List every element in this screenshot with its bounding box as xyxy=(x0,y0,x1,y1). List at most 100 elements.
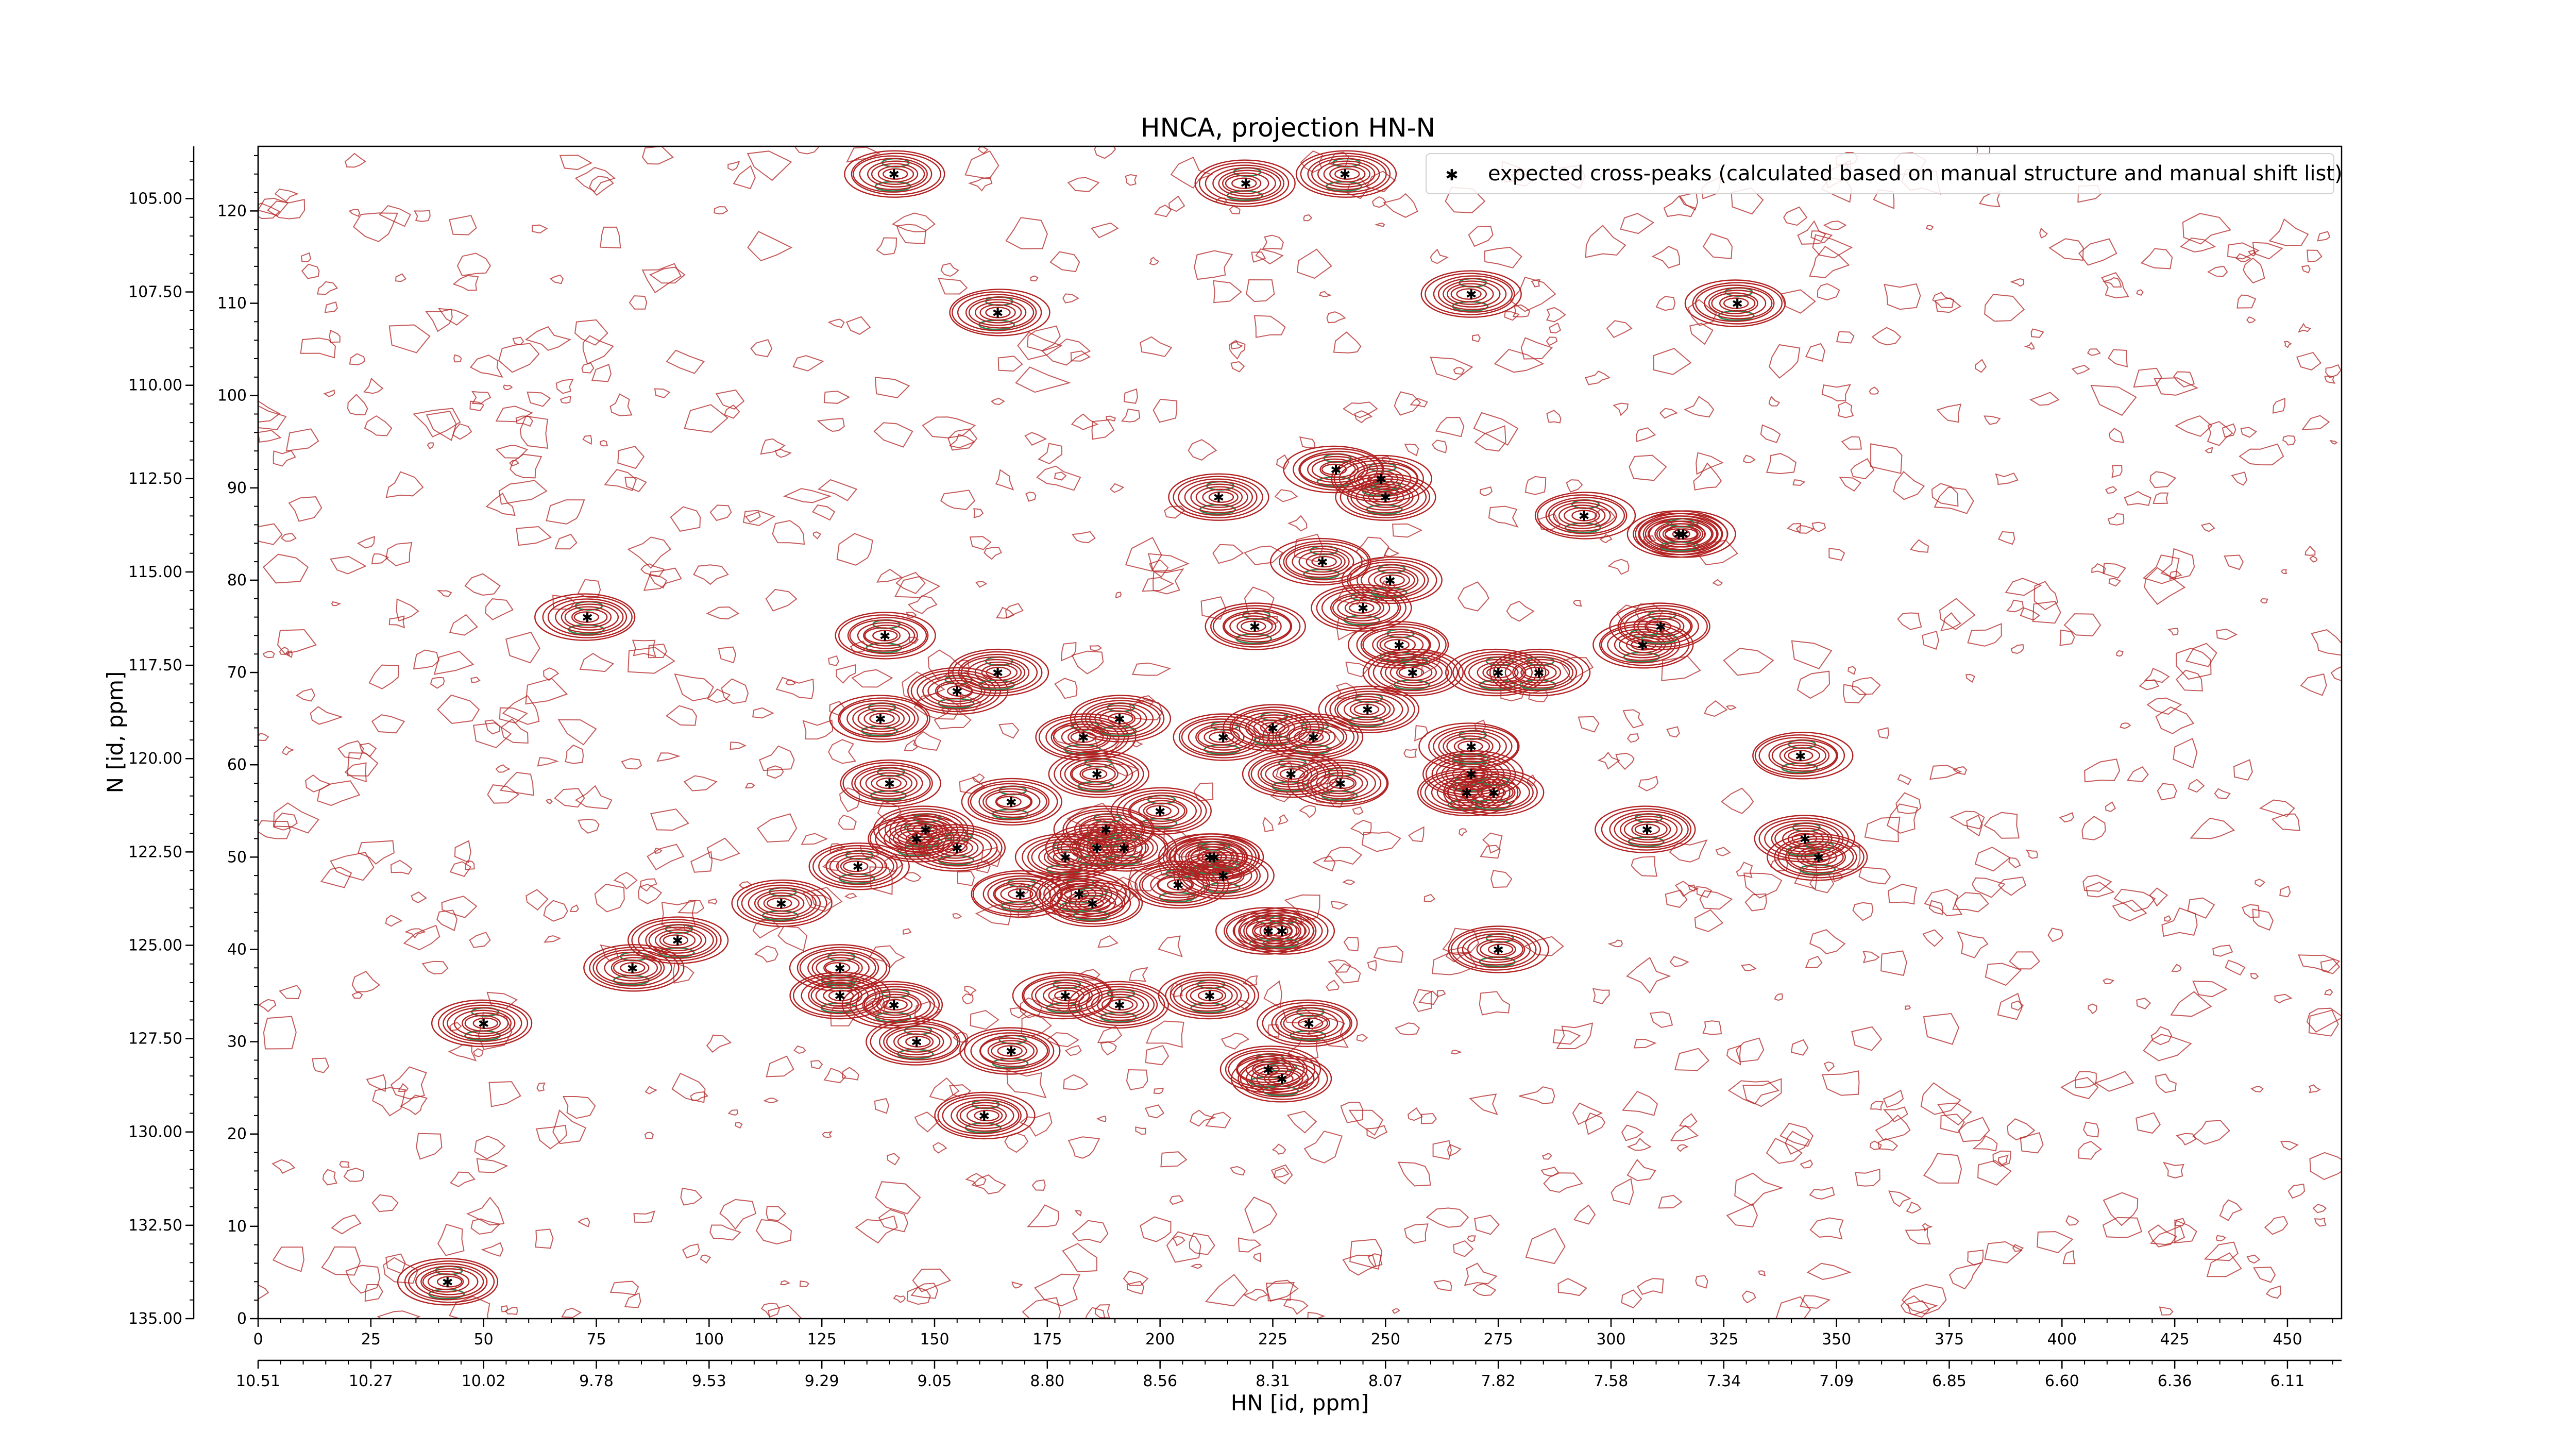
noise-contour xyxy=(1823,1061,1835,1072)
noise-contour xyxy=(1230,340,1243,350)
noise-contour xyxy=(1230,361,1245,373)
noise-contour xyxy=(1266,615,1278,626)
noise-contour xyxy=(1253,315,1286,338)
peak-contour xyxy=(1054,752,1144,796)
peak-contour xyxy=(1601,808,1692,851)
noise-contour xyxy=(1123,1270,1149,1286)
noise-contour xyxy=(364,415,393,436)
noise-contour xyxy=(470,1218,501,1235)
noise-contour xyxy=(589,176,614,196)
peak-contour xyxy=(1165,974,1256,1017)
cross-peak-marker: ✱ xyxy=(1493,666,1504,681)
peak-contour xyxy=(1048,750,1149,798)
peak-contour xyxy=(957,294,1037,331)
peak-contour xyxy=(1458,653,1538,692)
peak-contour xyxy=(838,614,929,657)
noise-contour xyxy=(959,777,986,795)
noise-contour xyxy=(964,986,977,997)
y-axis-tick-label: 50 xyxy=(227,848,247,866)
noise-contour xyxy=(1744,893,1767,912)
noise-contour xyxy=(2006,599,2024,613)
noise-contour xyxy=(649,266,686,284)
x-axis-ppm: 10.51 10.27 10.02 9.78 9.53 9.29 9.05 8.80 8.56 8… xyxy=(236,1359,2342,1390)
peak-contour xyxy=(1633,613,1691,640)
noise-contour xyxy=(1451,1049,1463,1055)
x-ppm-tick-label: 9.05 xyxy=(918,1372,952,1390)
noise-contour xyxy=(1971,877,2006,898)
peak-contour xyxy=(1134,863,1225,906)
peak-contour xyxy=(1512,659,1570,686)
noise-contour xyxy=(767,765,784,779)
peak-contour-group xyxy=(1418,722,1520,770)
noise-contour xyxy=(1936,403,1962,423)
peak-contour xyxy=(1398,666,1425,679)
peak-contour xyxy=(1089,705,1147,732)
noise-contour xyxy=(1038,443,1063,465)
noise-contour xyxy=(2215,1235,2226,1242)
noise-contour xyxy=(273,450,296,467)
x-axis-tick-label: 425 xyxy=(2160,1330,2189,1349)
peak-contour xyxy=(767,897,792,909)
noise-contour xyxy=(296,688,316,702)
noise-contour xyxy=(1194,250,1233,280)
noise-contour xyxy=(2214,788,2231,799)
noise-contour xyxy=(474,1135,506,1159)
noise-contour xyxy=(765,588,798,612)
peak-contour xyxy=(1067,981,1170,1029)
peak-contour xyxy=(1777,838,1857,876)
noise-contour xyxy=(2308,1084,2321,1093)
noise-contour xyxy=(1296,248,1332,279)
peak-contour xyxy=(1330,592,1399,624)
noise-contour xyxy=(500,718,529,744)
peak-contour xyxy=(1283,445,1384,494)
noise-contour xyxy=(640,563,665,577)
noise-contour xyxy=(396,598,419,622)
noise-contour xyxy=(2063,613,2102,637)
noise-contour xyxy=(486,991,518,1010)
noise-contour xyxy=(1743,872,1783,899)
noise-contour xyxy=(2225,959,2246,976)
y-ppm-tick-label: 110.00 xyxy=(128,377,182,395)
noise-contour xyxy=(2103,563,2126,579)
noise-contour xyxy=(1525,1227,1566,1265)
noise-contour xyxy=(1031,1179,1046,1191)
peak-contour xyxy=(436,1276,463,1288)
cross-peak-marker: ✱ xyxy=(1276,924,1287,940)
peak-contour xyxy=(1271,1004,1351,1042)
noise-contour xyxy=(348,209,360,217)
noise-contour xyxy=(682,1243,700,1259)
noise-contour xyxy=(1790,1039,1809,1056)
noise-contour xyxy=(902,671,946,702)
peak-contour xyxy=(1614,631,1672,659)
peak-contour xyxy=(1240,1060,1320,1098)
peak-contour xyxy=(1476,938,1524,961)
x-ppm-tick-label: 9.29 xyxy=(805,1372,839,1390)
noise-contour xyxy=(1666,726,1680,738)
noise-contour xyxy=(1474,1215,1500,1235)
noise-contour xyxy=(1523,936,1564,956)
noise-contour xyxy=(1888,1190,1911,1207)
noise-contour xyxy=(803,887,843,912)
peak-contour xyxy=(1444,781,1492,804)
peak-contour xyxy=(918,829,998,867)
peak-contour xyxy=(963,1030,1055,1072)
noise-contour xyxy=(1109,483,1125,493)
noise-contour xyxy=(1661,655,1701,681)
y-axis-tick-label: 40 xyxy=(227,940,247,958)
peak-contour xyxy=(1157,876,1194,894)
noise-contour xyxy=(2005,578,2042,596)
peak-contour xyxy=(619,962,646,974)
noise-contour xyxy=(487,784,520,804)
noise-contour xyxy=(1546,307,1566,323)
peak-contour-group xyxy=(844,150,945,198)
peak-contour xyxy=(1534,492,1636,540)
noise-contour xyxy=(902,928,912,935)
noise-contour xyxy=(2279,885,2291,898)
noise-contour xyxy=(312,1057,330,1073)
noise-contour xyxy=(554,533,578,550)
noise-contour xyxy=(535,1228,554,1249)
noise-contour xyxy=(1585,225,1626,258)
peak-contour xyxy=(1178,841,1247,873)
cross-peak-marker: ✱ xyxy=(1335,777,1346,792)
noise-contour xyxy=(2324,988,2333,996)
